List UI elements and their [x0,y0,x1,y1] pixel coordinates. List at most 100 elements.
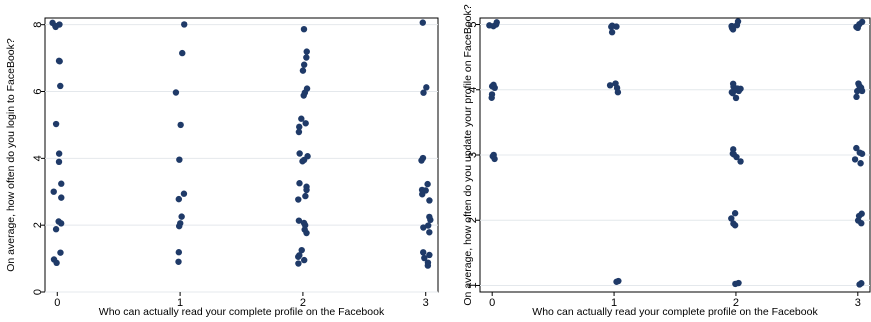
data-point [172,89,180,96]
data-point [300,61,308,68]
data-point [300,25,308,33]
data-point [858,150,866,157]
data-point [420,224,427,231]
data-point [732,94,740,102]
y-tick-label: 4 [32,155,44,161]
data-point [176,222,183,230]
data-point [180,190,188,197]
x-axis-label: Who can actually read your complete prof… [99,306,385,318]
y-axis-label: On average, how often do you login to Fa… [5,38,17,272]
x-tick-label: 3 [423,297,429,309]
data-point [851,156,859,163]
data-point [177,121,184,129]
data-point [296,180,303,187]
x-axis-label: Who can actually read your complete prof… [532,306,818,318]
data-point [57,249,64,256]
y-tick-label: 6 [32,88,44,94]
login-frequency-chart: 0 2 4 6 8 0 1 2 3 Who can actually read your comp… [5,17,439,318]
x-tick-label: 0 [54,297,60,309]
data-point [52,226,60,233]
x-tick-label: 0 [489,297,495,309]
data-point [730,220,737,227]
data-point [426,197,433,204]
data-point [419,19,426,26]
data-point [58,194,65,201]
data-point [300,256,308,264]
data-point [295,217,303,224]
data-point [732,280,739,288]
data-point [296,150,303,157]
data-point [854,24,861,32]
data-point [424,180,431,188]
data-point [491,84,498,92]
data-point [737,158,744,165]
x-tick-label: 2 [733,297,739,309]
y-tick-label: 8 [32,22,44,28]
data-point [303,229,310,237]
data-point [729,26,737,33]
x-tick-label: 1 [611,297,617,309]
data-point [57,220,65,227]
data-point [858,220,865,227]
y-tick-label: 0 [32,289,44,295]
data-point [50,188,57,195]
data-point [420,89,427,96]
plot-area [44,17,439,293]
data-point [854,87,861,95]
data-point [858,87,866,95]
data-point [57,82,64,90]
data-point [55,158,63,166]
data-point [179,49,186,57]
data-point [733,21,741,29]
data-point [302,192,309,200]
data-point [421,254,428,262]
data-point [298,115,305,122]
data-point [492,21,500,28]
data-point [58,180,65,187]
data-point [420,249,427,256]
data-point [303,48,310,55]
data-point [426,229,433,236]
y-tick-label: 5 [467,21,479,27]
data-point [55,57,63,65]
data-point [606,82,614,89]
y-tick-label: 1 [467,282,479,288]
data-point [175,195,183,203]
data-point [423,84,430,91]
y-tick-label: 4 [467,87,479,93]
data-point [853,93,860,101]
data-point [614,89,622,96]
data-point [427,216,434,224]
update-frequency-chart: 1 2 3 4 5 0 1 2 3 Who can actually read your comp… [462,4,871,318]
data-point [735,87,743,95]
data-point [295,253,302,260]
data-point [491,155,498,163]
data-point [55,150,63,157]
data-point [418,157,425,164]
data-point [424,262,432,269]
data-point [299,158,306,165]
y-tick-label: 3 [467,152,479,158]
data-point [300,92,307,99]
data-point [296,123,303,131]
data-point [857,160,864,167]
data-point [303,54,310,61]
x-tick-label: 3 [855,297,861,309]
data-point [176,156,183,163]
data-point [298,246,305,254]
data-point [53,259,60,267]
data-point [426,251,433,259]
data-point [731,210,739,217]
data-point [52,23,59,31]
x-tick-label: 1 [177,297,183,309]
x-tick-label: 2 [300,297,306,309]
data-point [181,21,188,28]
data-point [302,120,309,127]
data-point [419,191,426,198]
data-point [295,260,302,267]
data-point [856,281,863,288]
data-point [608,23,615,31]
data-point [295,128,303,136]
data-point [613,278,620,285]
